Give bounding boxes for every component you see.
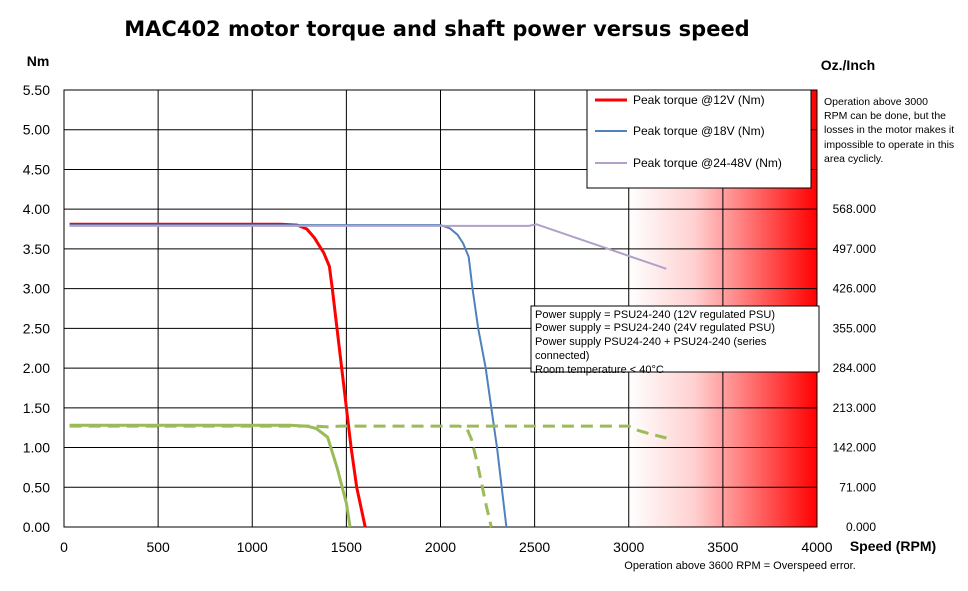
legend-label-24-48v: Peak torque @24-48V (Nm) [633, 156, 782, 170]
y-tick-label: 3.00 [23, 281, 50, 297]
chart-title: MAC402 motor torque and shaft power vers… [124, 17, 749, 41]
y-tick-label: 0.50 [23, 479, 50, 495]
y2-tick-label: 71.000 [839, 480, 876, 494]
x-tick-label: 2000 [425, 539, 456, 555]
y-axis-unit-label: Nm [27, 53, 50, 69]
overspeed-note-line: area cyclicly. [824, 153, 883, 165]
x-tick-label: 4000 [801, 539, 832, 555]
overspeed-footnote: Operation above 3600 RPM = Overspeed err… [624, 560, 855, 572]
y2-tick-label: 568.000 [833, 202, 877, 216]
series-line-4 [69, 424, 493, 528]
x-tick-label: 3000 [613, 539, 644, 555]
y-tick-label: 3.50 [23, 241, 50, 257]
legend: Peak torque @12V (Nm) Peak torque @18V (… [586, 89, 812, 189]
psu-info-box-frame [530, 305, 820, 373]
x-tick-label: 1000 [237, 539, 268, 555]
y2-tick-label: 426.000 [833, 282, 877, 296]
y-tick-label: 0.00 [23, 519, 50, 535]
y-tick-label: 5.00 [23, 122, 50, 138]
y-tick-label: 1.50 [23, 400, 50, 416]
y-tick-label: 1.00 [23, 440, 50, 456]
series-line-2 [69, 223, 667, 270]
overspeed-note-line: losses in the motor makes it [824, 124, 954, 136]
tick-labels: 0.00 0.50 1.00 1.50 2.00 2.50 3.00 3.50 4.00 4.50… [23, 82, 877, 555]
psu-info-box: Power supply = PSU24-240 (12V regulated … [530, 305, 820, 376]
y-tick-label: 5.50 [23, 82, 50, 98]
x-tick-label: 0 [60, 539, 68, 555]
y2-tick-label: 355.000 [833, 321, 877, 335]
overspeed-note: Operation above 3000 RPM can be done, bu… [824, 96, 954, 165]
y-tick-label: 2.50 [23, 320, 50, 336]
y2-tick-label: 284.000 [833, 361, 877, 375]
overspeed-note-line: impossible to operate in this [824, 139, 954, 151]
y2-tick-label: 213.000 [833, 401, 877, 415]
series-line-3 [69, 423, 352, 528]
y2-axis-unit-label: Oz./Inch [821, 57, 875, 73]
x-tick-label: 3500 [707, 539, 738, 555]
x-tick-label: 2500 [519, 539, 550, 555]
legend-label-12v: Peak torque @12V (Nm) [633, 93, 765, 107]
x-tick-label: 1500 [331, 539, 362, 555]
x-tick-label: 500 [146, 539, 170, 555]
series-layer [69, 222, 667, 528]
legend-box [586, 89, 812, 189]
psu-info-line: Power supply = PSU24-240 (24V regulated … [535, 322, 775, 334]
y-tick-label: 2.00 [23, 360, 50, 376]
overspeed-note-line: Operation above 3000 [824, 96, 928, 108]
y2-tick-label: 142.000 [833, 441, 877, 455]
psu-info-line: Power supply = PSU24-240 (12V regulated … [535, 309, 775, 321]
psu-info-line: Room temperature < 40°C [535, 364, 664, 376]
series-line-0 [69, 222, 367, 528]
overspeed-note-line: RPM can be done, but the [824, 110, 946, 122]
legend-label-18v: Peak torque @18V (Nm) [633, 124, 765, 138]
series-line-1 [69, 224, 508, 528]
psu-info-line: Power supply PSU24-240 + PSU24-240 (seri… [535, 336, 767, 348]
y2-tick-label: 497.000 [833, 242, 877, 256]
y-tick-label: 4.50 [23, 161, 50, 177]
y-tick-label: 4.00 [23, 201, 50, 217]
x-axis-label: Speed (RPM) [850, 538, 936, 554]
y2-tick-label: 0.000 [846, 520, 876, 534]
psu-info-line: connected) [535, 350, 589, 362]
